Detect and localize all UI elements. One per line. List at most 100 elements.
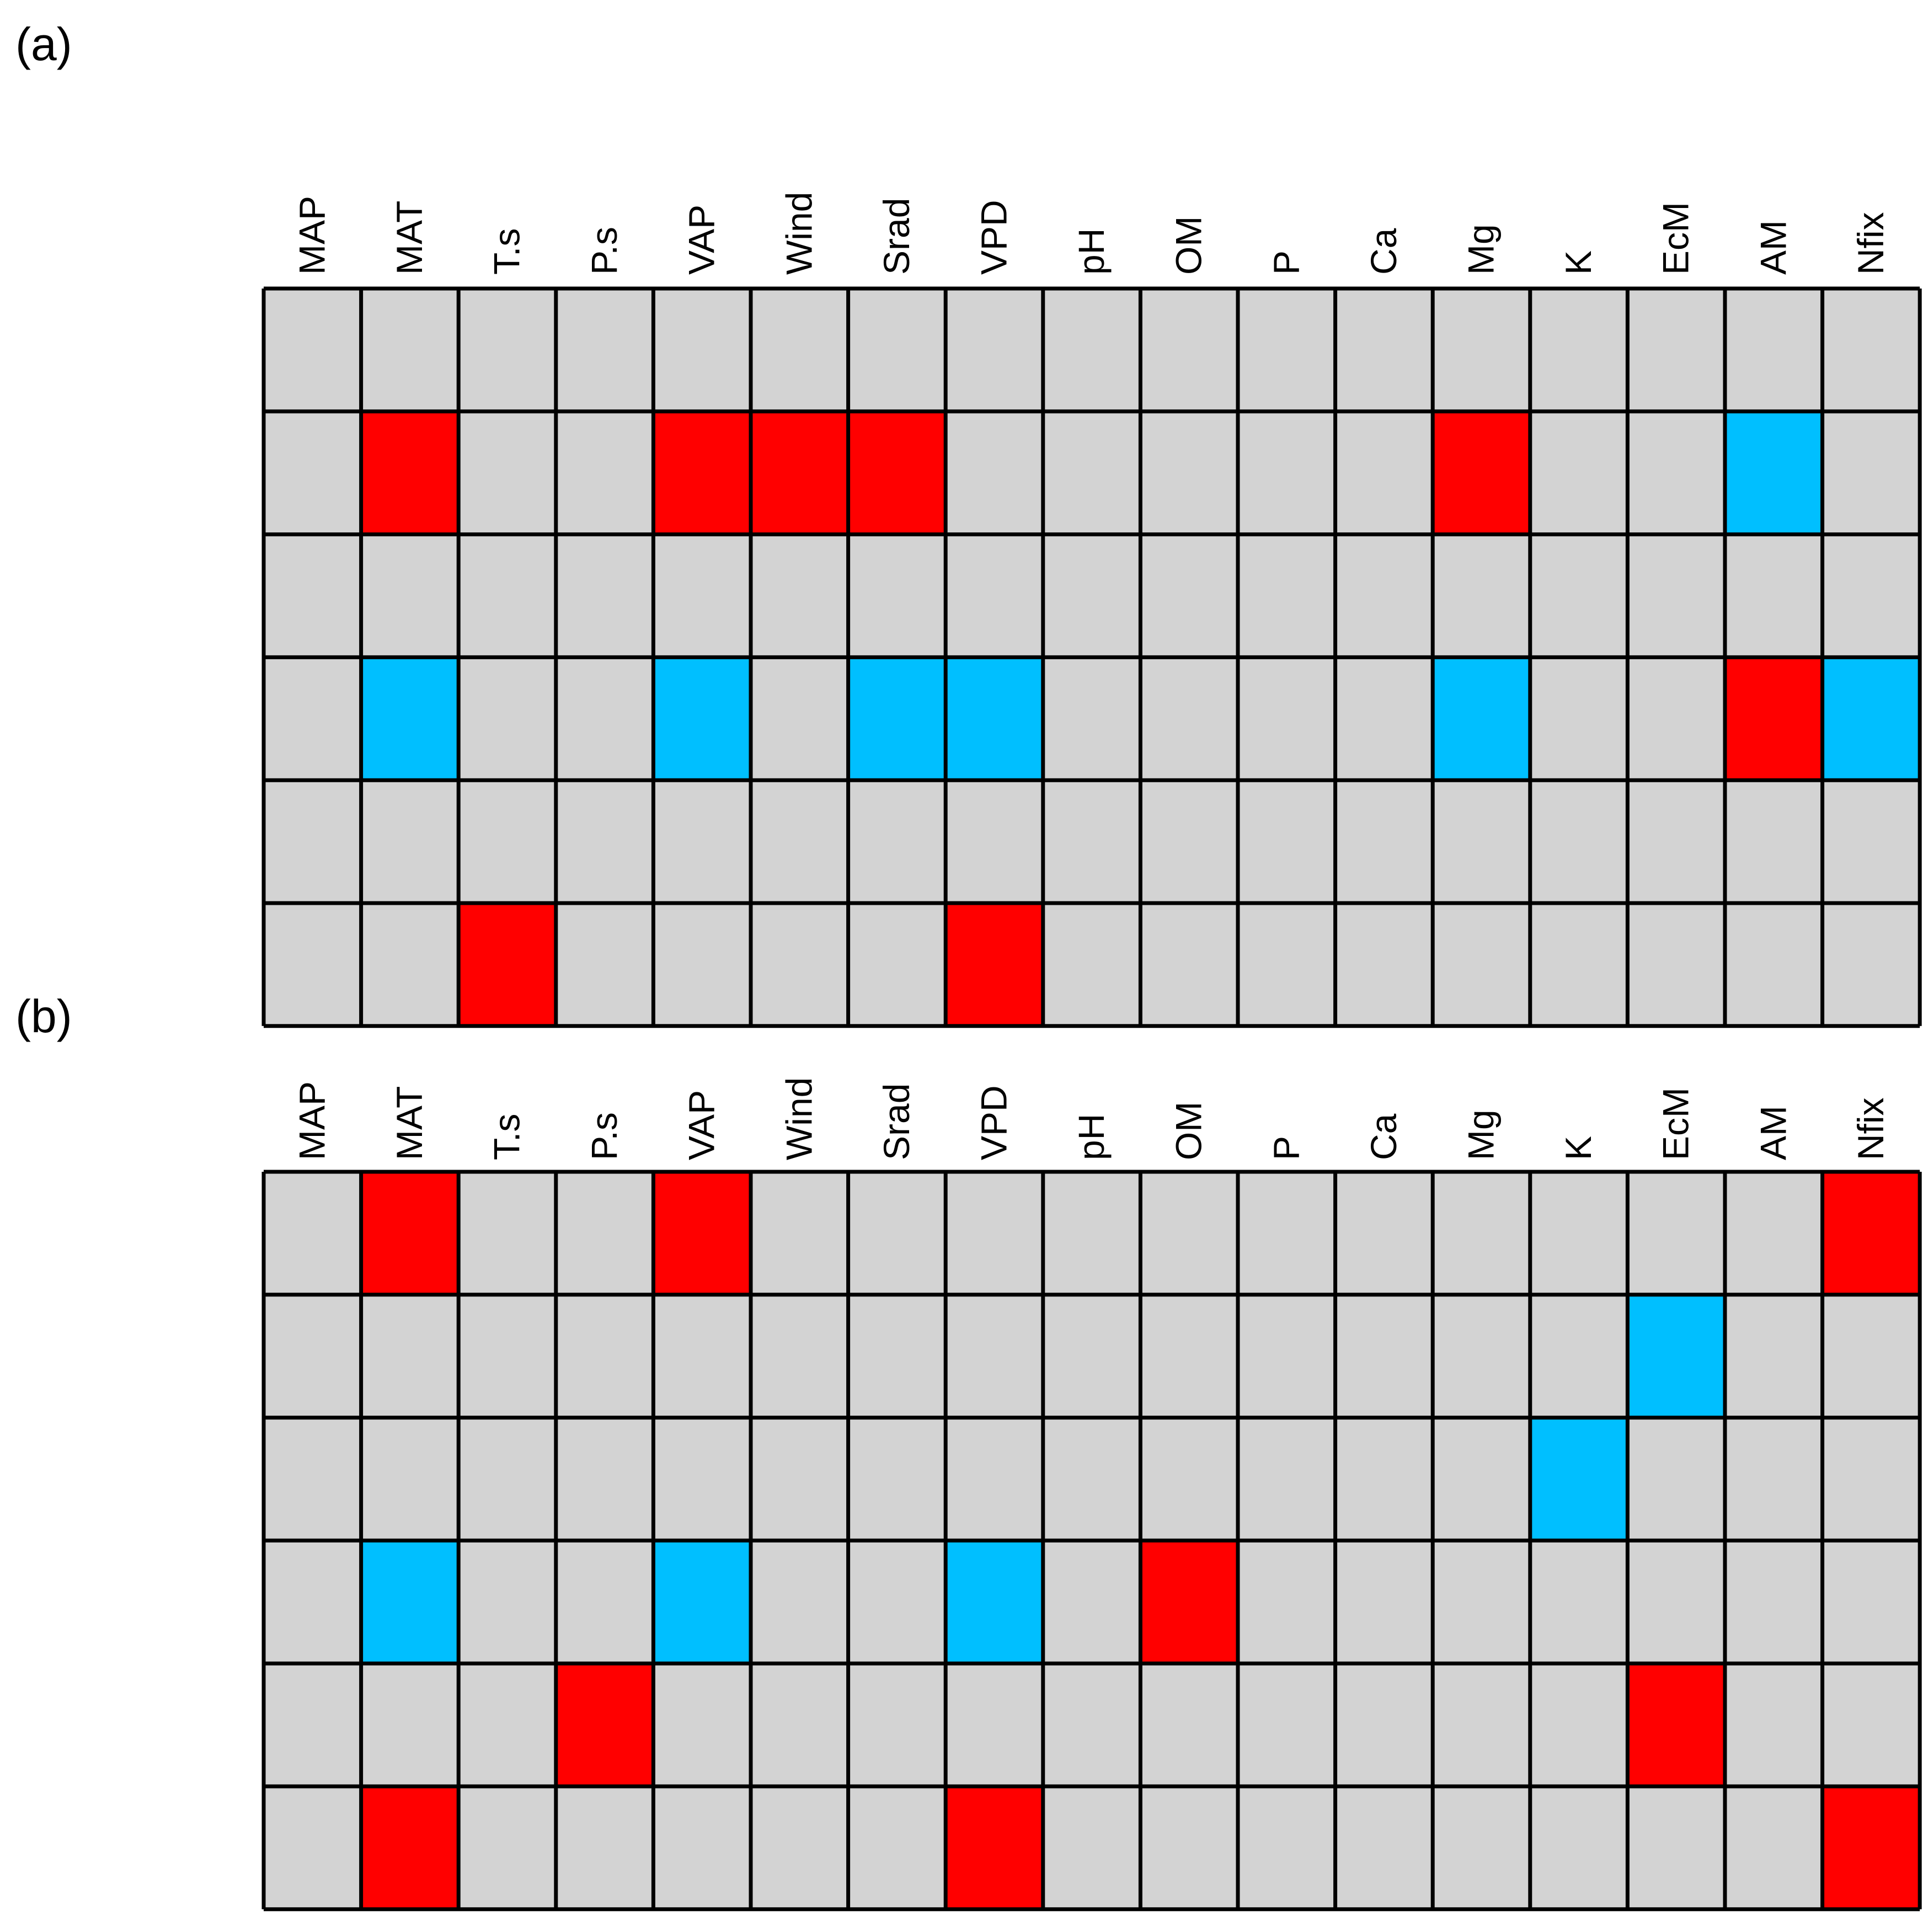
cell-map-row-5	[264, 1663, 361, 1786]
column-label-srad: Srad	[876, 198, 917, 275]
cell-ts-row-4	[458, 1540, 556, 1664]
cell-wind-row-5	[751, 780, 848, 903]
cell-vap-row-4	[653, 1540, 751, 1664]
cell-ps-row-5	[555, 1663, 654, 1786]
cell-om-row-4	[1140, 657, 1238, 781]
cell-map-row-1	[264, 289, 361, 412]
column-label-p: P	[1265, 1136, 1306, 1160]
cell-ecm-row-6	[1627, 903, 1725, 1026]
cell-ts-row-2	[458, 1294, 556, 1418]
cell-ph-row-5	[1043, 1663, 1141, 1786]
cell-am-row-6	[1725, 903, 1823, 1026]
cell-mg-row-1	[1433, 1172, 1530, 1295]
cell-ecm-row-4	[1627, 657, 1725, 781]
cell-srad-row-6	[848, 903, 946, 1026]
cell-ca-row-1	[1335, 1172, 1433, 1295]
cell-ca-row-5	[1335, 780, 1433, 903]
cell-ph-row-3	[1043, 1417, 1141, 1541]
cell-k-row-3	[1530, 1417, 1628, 1541]
cell-om-row-2	[1140, 1294, 1238, 1418]
cell-p-row-2	[1238, 411, 1336, 535]
cell-k-row-2	[1530, 1294, 1628, 1418]
cell-vpd-row-4	[946, 1540, 1043, 1664]
cell-vap-row-3	[653, 534, 751, 658]
cell-ecm-row-2	[1627, 1294, 1725, 1418]
cell-nfix-row-6	[1822, 1786, 1920, 1909]
cell-mat-row-1	[361, 1172, 459, 1295]
column-label-vpd: VPD	[974, 1085, 1014, 1160]
cell-am-row-4	[1725, 1540, 1823, 1664]
cell-ts-row-3	[458, 1417, 556, 1541]
cell-map-row-6	[264, 1786, 361, 1909]
cell-mat-row-6	[361, 903, 459, 1026]
cell-wind-row-3	[751, 534, 848, 658]
column-label-am: AM	[1753, 1106, 1793, 1160]
cell-vap-row-5	[653, 1663, 751, 1786]
cell-p-row-1	[1238, 289, 1336, 412]
cell-k-row-1	[1530, 1172, 1628, 1295]
column-label-ts: T.s	[487, 228, 527, 275]
cell-mg-row-3	[1433, 534, 1530, 658]
cell-am-row-3	[1725, 534, 1823, 658]
cell-srad-row-3	[848, 534, 946, 658]
cell-vpd-row-2	[946, 411, 1043, 535]
cell-map-row-2	[264, 411, 361, 535]
cell-nfix-row-2	[1822, 1294, 1920, 1418]
column-label-mg: Mg	[1461, 224, 1502, 275]
column-label-k: K	[1558, 1136, 1599, 1160]
cell-ph-row-1	[1043, 289, 1141, 412]
cell-ts-row-5	[458, 780, 556, 903]
cell-p-row-6	[1238, 1786, 1336, 1909]
cell-nfix-row-4	[1822, 1540, 1920, 1664]
cell-om-row-6	[1140, 903, 1238, 1026]
cell-ca-row-3	[1335, 1417, 1433, 1541]
cell-nfix-row-5	[1822, 780, 1920, 903]
cell-wind-row-1	[751, 289, 848, 412]
cell-ps-row-3	[555, 1417, 654, 1541]
column-label-nfix: Nfix	[1850, 212, 1891, 275]
panel-label-a: (a)	[15, 18, 72, 70]
cell-mg-row-3	[1433, 1417, 1530, 1541]
cell-am-row-1	[1725, 1172, 1823, 1295]
column-label-vap: VAP	[681, 205, 722, 275]
cell-map-row-1	[264, 1172, 361, 1295]
cell-ph-row-4	[1043, 657, 1141, 781]
cell-am-row-3	[1725, 1417, 1823, 1541]
column-label-p: P	[1265, 250, 1306, 275]
cell-ts-row-6	[458, 1786, 556, 1909]
column-label-am: AM	[1753, 220, 1793, 275]
cell-mg-row-1	[1433, 289, 1530, 412]
cell-srad-row-2	[848, 411, 946, 535]
cell-map-row-5	[264, 780, 361, 903]
cell-om-row-1	[1140, 289, 1238, 412]
cell-ecm-row-3	[1627, 534, 1725, 658]
cell-k-row-3	[1530, 534, 1628, 658]
cell-k-row-5	[1530, 780, 1628, 903]
cell-ca-row-4	[1335, 657, 1433, 781]
cell-vpd-row-4	[946, 657, 1043, 781]
cell-mat-row-3	[361, 534, 459, 658]
cell-vpd-row-5	[946, 1663, 1043, 1786]
cell-wind-row-4	[751, 657, 848, 781]
cell-p-row-2	[1238, 1294, 1336, 1418]
cell-nfix-row-3	[1822, 534, 1920, 658]
cell-mg-row-2	[1433, 1294, 1530, 1418]
column-label-vap: VAP	[681, 1090, 722, 1160]
cell-ecm-row-5	[1627, 1663, 1725, 1786]
cell-vap-row-2	[653, 411, 751, 535]
column-label-wind: Wind	[778, 1077, 819, 1160]
cell-vap-row-4	[653, 657, 751, 781]
cell-ca-row-1	[1335, 289, 1433, 412]
cell-wind-row-5	[751, 1663, 848, 1786]
cell-srad-row-5	[848, 780, 946, 903]
cell-om-row-3	[1140, 1417, 1238, 1541]
cell-mat-row-2	[361, 1294, 459, 1418]
cell-ps-row-3	[555, 534, 654, 658]
column-label-map: MAP	[291, 1081, 332, 1160]
cell-k-row-6	[1530, 903, 1628, 1026]
cell-ecm-row-6	[1627, 1786, 1725, 1909]
cell-ca-row-6	[1335, 903, 1433, 1026]
cell-mg-row-4	[1433, 1540, 1530, 1664]
column-label-mat: MAT	[389, 201, 430, 275]
cell-am-row-5	[1725, 780, 1823, 903]
